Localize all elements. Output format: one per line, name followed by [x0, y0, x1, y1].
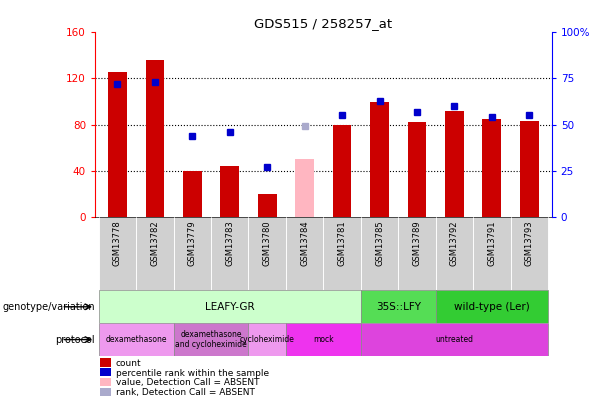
Text: GSM13793: GSM13793	[525, 220, 534, 266]
Bar	[108, 72, 127, 217]
Bar	[361, 323, 548, 356]
Text: protocol: protocol	[55, 335, 95, 345]
Bar	[511, 217, 548, 290]
Text: untreated: untreated	[435, 335, 473, 344]
Text: GSM13792: GSM13792	[450, 220, 459, 266]
Text: cycloheximide: cycloheximide	[240, 335, 295, 344]
Bar	[520, 121, 539, 217]
Bar	[221, 166, 239, 217]
Bar	[99, 368, 111, 376]
Bar	[286, 323, 361, 356]
Bar	[99, 323, 173, 356]
Bar	[436, 290, 548, 323]
Text: LEAFY-GR: LEAFY-GR	[205, 302, 254, 312]
Bar	[324, 217, 361, 290]
Bar	[145, 60, 164, 217]
Bar	[408, 122, 426, 217]
Bar	[258, 194, 276, 217]
Text: GSM13778: GSM13778	[113, 220, 122, 266]
Text: count: count	[116, 359, 141, 368]
Text: GSM13784: GSM13784	[300, 220, 309, 266]
Bar	[436, 217, 473, 290]
Text: GSM13782: GSM13782	[150, 220, 159, 266]
Bar	[248, 323, 286, 356]
Bar	[333, 125, 351, 217]
Text: GSM13785: GSM13785	[375, 220, 384, 266]
Text: GSM13789: GSM13789	[413, 220, 422, 266]
Text: dexamethasone: dexamethasone	[105, 335, 167, 344]
Bar	[482, 119, 501, 217]
Bar	[361, 217, 398, 290]
Bar	[248, 217, 286, 290]
Text: 35S::LFY: 35S::LFY	[376, 302, 421, 312]
Bar	[183, 171, 202, 217]
Bar	[99, 217, 136, 290]
Text: GSM13781: GSM13781	[338, 220, 346, 266]
Bar	[398, 217, 436, 290]
Text: genotype/variation: genotype/variation	[2, 302, 95, 312]
Bar	[99, 388, 111, 396]
Bar	[173, 323, 248, 356]
Bar	[370, 102, 389, 217]
Bar	[99, 290, 361, 323]
Text: percentile rank within the sample: percentile rank within the sample	[116, 369, 268, 377]
Text: GSM13791: GSM13791	[487, 220, 497, 266]
Bar	[286, 217, 324, 290]
Bar	[295, 159, 314, 217]
Text: dexamethasone
and cycloheximide: dexamethasone and cycloheximide	[175, 330, 247, 349]
Bar	[99, 358, 111, 367]
Title: GDS515 / 258257_at: GDS515 / 258257_at	[254, 17, 392, 30]
Text: GSM13780: GSM13780	[263, 220, 272, 266]
Text: value, Detection Call = ABSENT: value, Detection Call = ABSENT	[116, 379, 259, 388]
Text: GSM13783: GSM13783	[225, 220, 234, 266]
Bar	[136, 217, 173, 290]
Text: wild-type (Ler): wild-type (Ler)	[454, 302, 530, 312]
Bar	[173, 217, 211, 290]
Bar	[473, 217, 511, 290]
Bar	[99, 378, 111, 386]
Text: mock: mock	[313, 335, 333, 344]
Bar	[445, 111, 463, 217]
Text: GSM13779: GSM13779	[188, 220, 197, 266]
Bar	[211, 217, 248, 290]
Bar	[361, 290, 436, 323]
Text: rank, Detection Call = ABSENT: rank, Detection Call = ABSENT	[116, 388, 254, 397]
